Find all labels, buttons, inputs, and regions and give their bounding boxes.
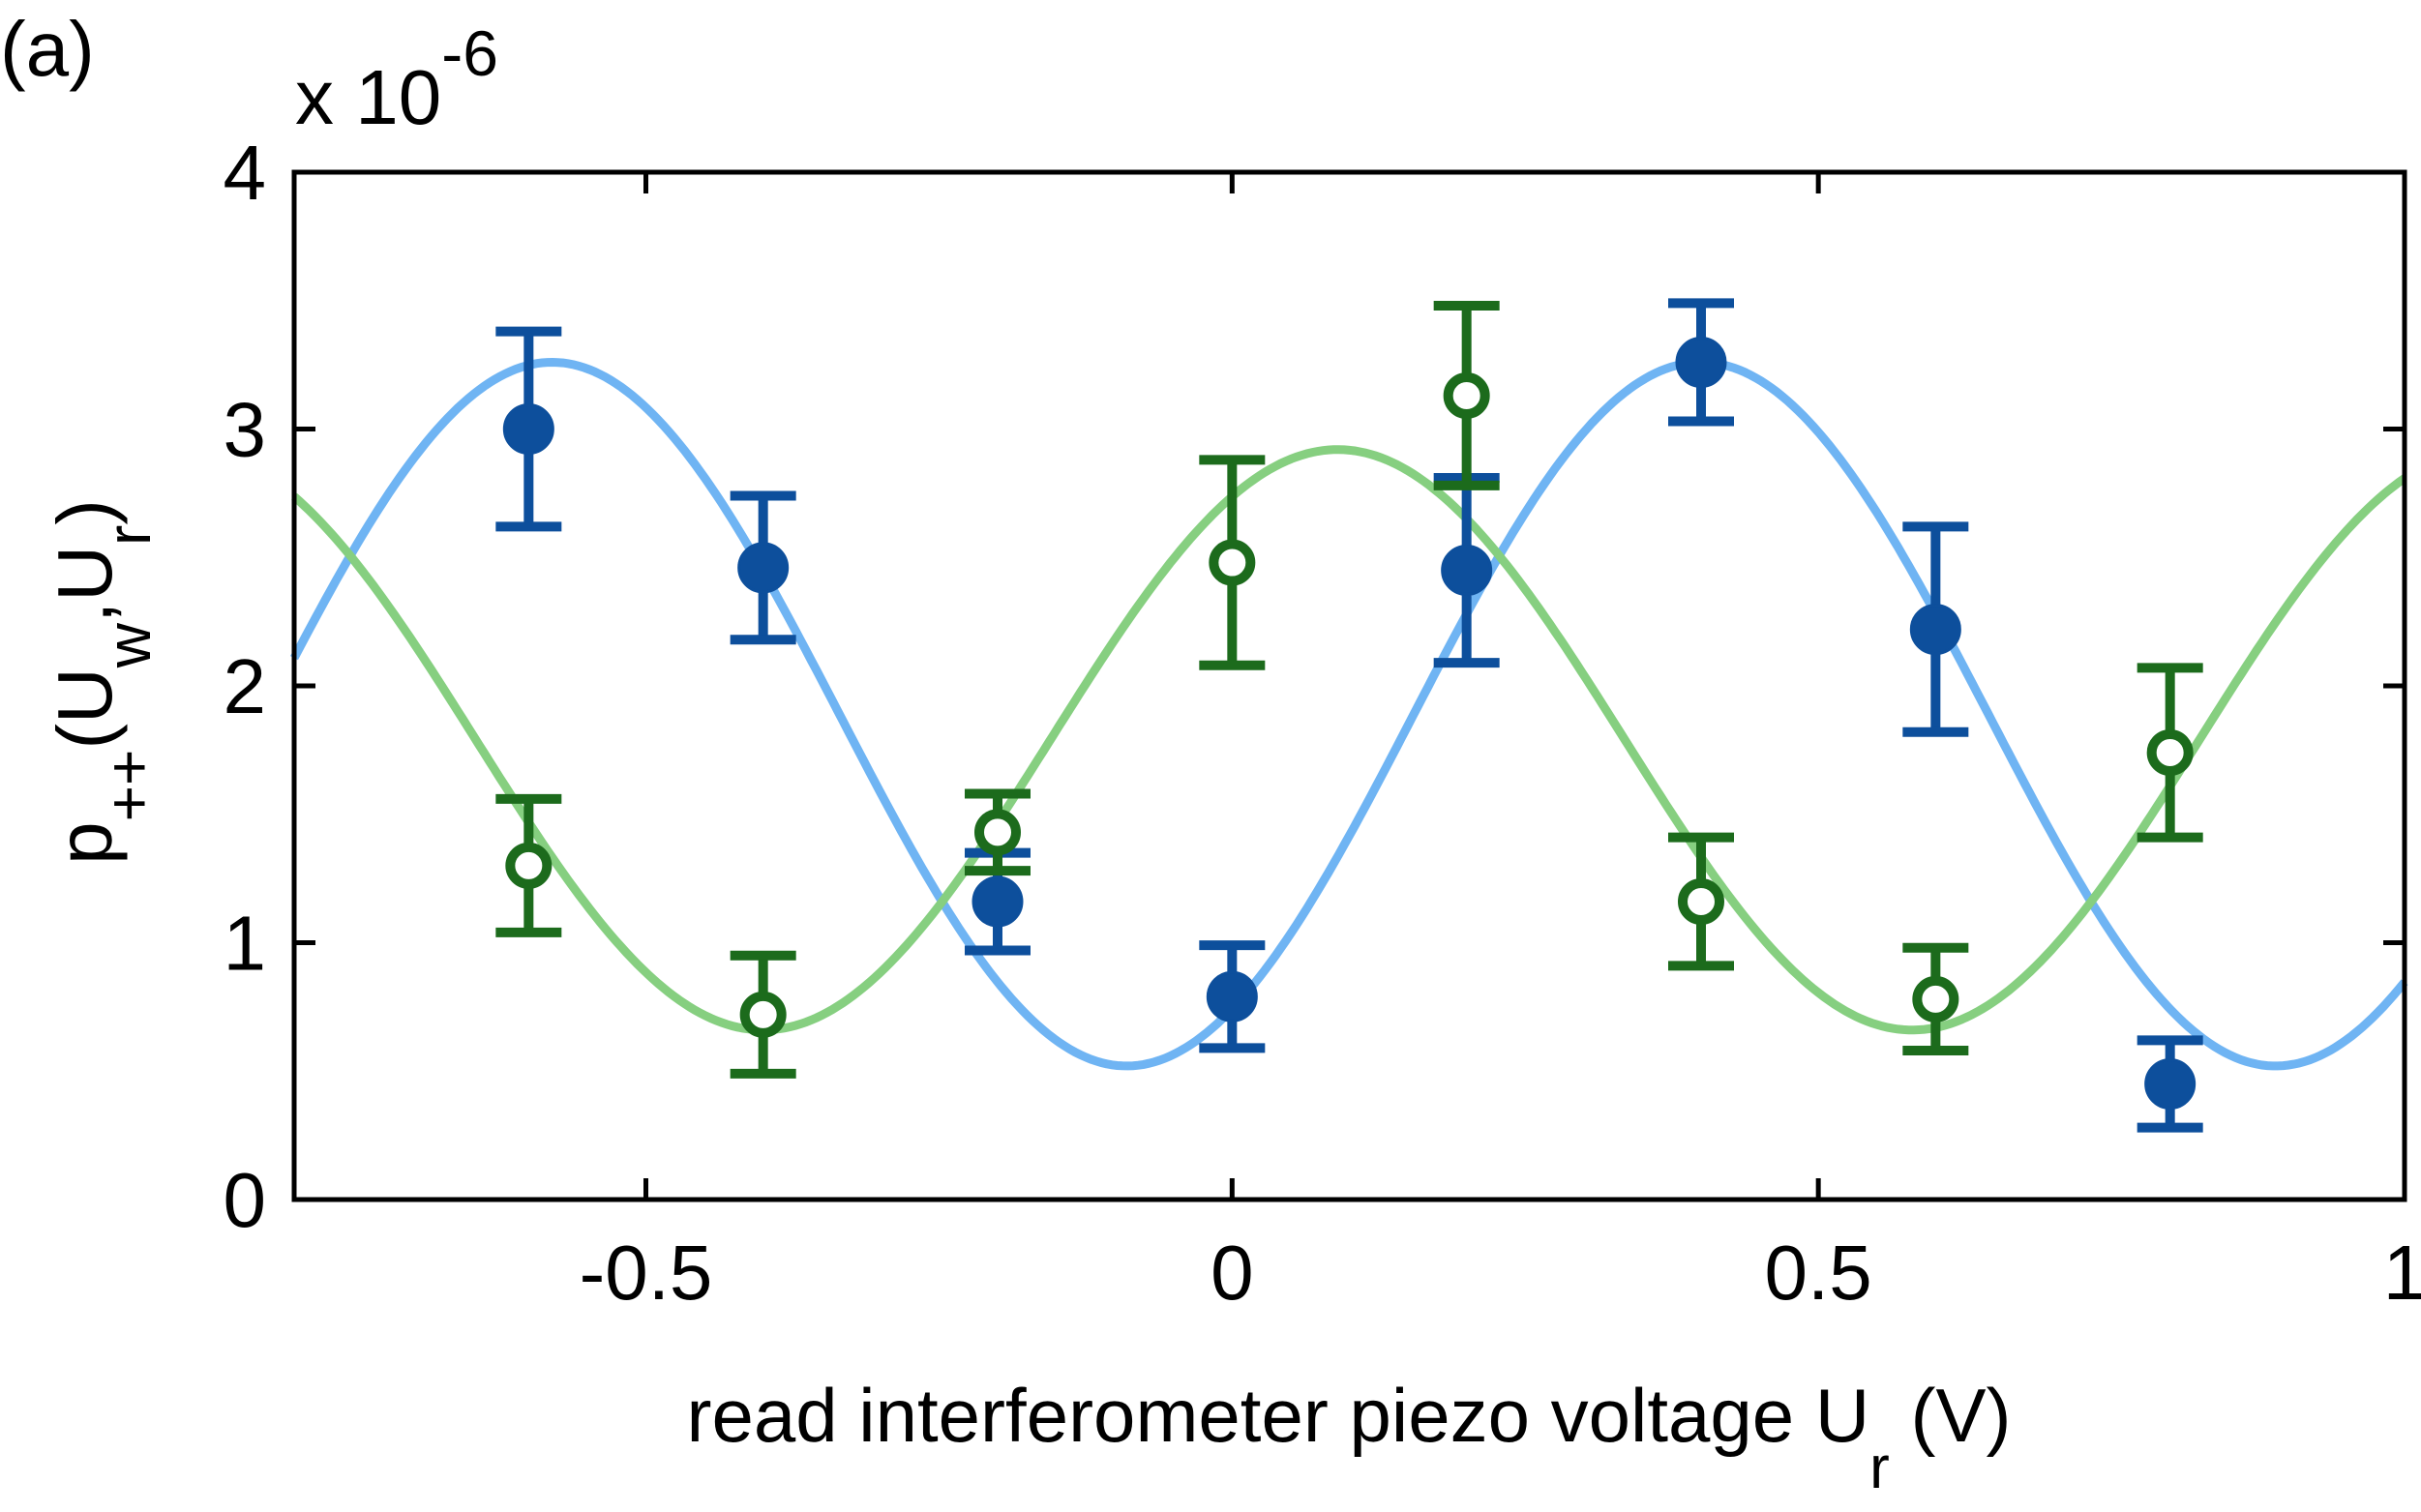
panel-label: (a) [0, 6, 95, 92]
x-axis-label-sub: r [1869, 1435, 1890, 1501]
data-point-open [974, 809, 1021, 856]
fit-curve-1 [290, 357, 2408, 1071]
data-point-open [505, 842, 553, 889]
data-point-filled [971, 875, 1024, 928]
x-axis-label-unit: (V) [1890, 1373, 2012, 1458]
y-label-w-sub: w [94, 622, 164, 668]
data-point-filled [1675, 336, 1727, 388]
x-tick-label: 0.5 [1765, 1230, 1872, 1316]
y-axis-label: p++(Uw,Ur) [42, 499, 164, 865]
data-point-open [1912, 975, 1959, 1023]
x-tick-label: 1 [2383, 1230, 2421, 1316]
y-ticks: 0 1 2 3 4 [224, 130, 2405, 1243]
data-point-open [1443, 371, 1490, 419]
data-point-filled [1909, 604, 1961, 656]
x-axis-label-main: read interferometer piezo voltage U [687, 1373, 1870, 1458]
y-label-close: ) [42, 499, 128, 525]
y-label-p: p [42, 821, 128, 865]
y-label-mid: ,U [42, 546, 128, 623]
y-label-open: (U [42, 667, 128, 749]
y-multiplier-exponent: -6 [441, 17, 498, 89]
y-multiplier-base: x 10 [295, 54, 441, 140]
y-label-r-sub: r [94, 525, 164, 546]
y-tick-label: 4 [224, 130, 267, 216]
data-point-open [1209, 539, 1256, 586]
y-multiplier: x 10-6 [295, 17, 498, 140]
x-tick-label: 0 [1210, 1230, 1254, 1316]
data-point-open [2146, 729, 2194, 777]
x-tick-label: -0.5 [580, 1230, 713, 1316]
data-point-filled [2144, 1058, 2197, 1111]
data-point-filled [737, 542, 790, 594]
plot-frame [291, 169, 2407, 1202]
data-point-filled [1206, 970, 1258, 1023]
x-axis-label: read interferometer piezo voltage Ur (V) [687, 1373, 2012, 1501]
data-point-open [1678, 878, 1724, 926]
y-tick-label: 3 [224, 387, 267, 473]
fit-curves [290, 357, 2408, 1071]
y-tick-label: 2 [224, 643, 267, 729]
data-markers [495, 298, 2203, 1133]
y-tick-label: 1 [224, 901, 267, 987]
x-ticks: -0.5 0 0.5 1 [580, 172, 2421, 1316]
y-label-p-sub: ++ [94, 750, 164, 822]
data-point-filled [502, 403, 554, 455]
y-tick-label: 0 [224, 1157, 267, 1243]
data-point-open [739, 991, 787, 1038]
data-point-filled [1441, 545, 1493, 597]
fit-curve-2 [291, 445, 2407, 1035]
